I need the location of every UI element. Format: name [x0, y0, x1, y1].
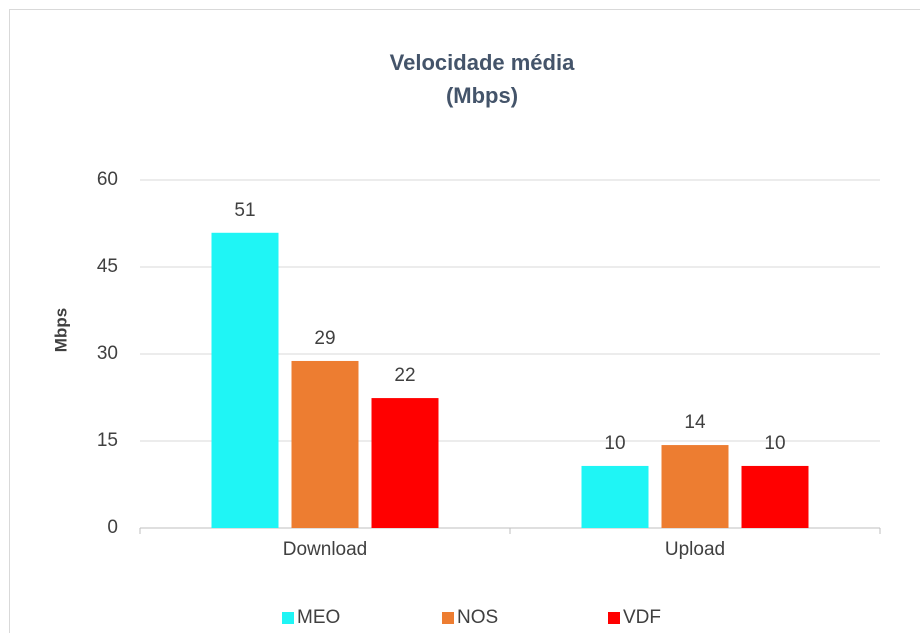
y-tick-label: 15: [97, 430, 118, 451]
chart-title: (Mbps): [446, 83, 518, 108]
bar: [212, 233, 279, 528]
legend-swatch: [608, 612, 620, 624]
y-axis-label: Mbps: [51, 308, 70, 352]
bar: [742, 466, 809, 528]
y-tick-label: 45: [97, 256, 118, 277]
bar: [582, 466, 649, 528]
y-tick-label: 0: [107, 517, 118, 538]
y-tick-label: 30: [97, 343, 118, 364]
legend-label: NOS: [457, 607, 498, 628]
x-tick-label: Upload: [665, 539, 725, 560]
data-label: 29: [314, 328, 335, 349]
legend-label: VDF: [623, 607, 661, 628]
data-label: 10: [764, 433, 785, 454]
legend-swatch: [442, 612, 454, 624]
data-label: 10: [604, 433, 625, 454]
data-label: 22: [394, 365, 415, 386]
bar: [372, 398, 439, 528]
y-tick-label: 60: [97, 169, 118, 190]
legend-swatch: [282, 612, 294, 624]
chart-title: Velocidade média: [390, 50, 575, 75]
data-label: 51: [234, 200, 255, 221]
legend-label: MEO: [297, 607, 340, 628]
bar: [662, 445, 729, 528]
bar: [292, 361, 359, 528]
x-tick-label: Download: [283, 539, 368, 560]
data-label: 14: [684, 412, 706, 433]
